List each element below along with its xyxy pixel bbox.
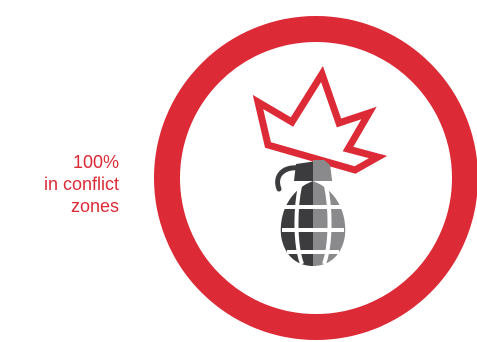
ring-icon [154, 16, 477, 340]
stat-text-line-2: zones [70, 196, 119, 216]
stat-caption: 100% in conflict zones [44, 151, 119, 217]
stat-text-line-1: in conflict [43, 174, 119, 194]
grenade-icon [275, 160, 346, 266]
explosion-burst-icon [252, 65, 388, 174]
stat-value: 100% [72, 152, 119, 172]
